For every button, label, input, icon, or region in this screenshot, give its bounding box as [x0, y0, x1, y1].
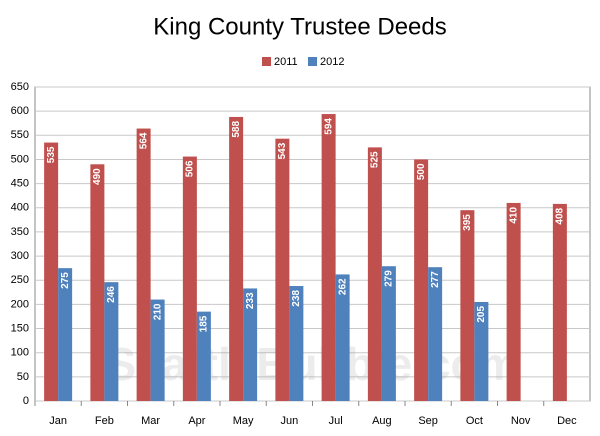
value-label: 564: [138, 132, 149, 149]
x-tick-label: Feb: [95, 415, 114, 427]
bar: [243, 288, 258, 401]
bar: [321, 114, 336, 401]
legend-swatch: [262, 57, 271, 66]
value-label: 395: [462, 214, 473, 231]
bar: [335, 274, 350, 401]
x-tick-label: Jun: [281, 415, 299, 427]
value-label: 277: [430, 271, 441, 288]
x-tick-label: Oct: [466, 415, 483, 427]
value-label: 594: [323, 118, 334, 135]
x-tick-label: Nov: [511, 415, 531, 427]
value-label: 262: [337, 278, 348, 295]
bar: [58, 268, 73, 401]
value-label: 490: [92, 168, 103, 185]
x-tick-label: May: [233, 415, 254, 427]
y-tick-label: 450: [11, 178, 29, 190]
bar: [552, 203, 567, 401]
value-label: 279: [384, 270, 395, 287]
bar: [182, 156, 197, 401]
legend-label: 2012: [320, 56, 344, 68]
y-tick-label: 400: [11, 202, 29, 214]
bar: [90, 164, 105, 401]
bar: [136, 128, 151, 401]
x-tick-label: Sep: [418, 415, 438, 427]
bar: [414, 159, 429, 401]
value-label: 275: [60, 272, 71, 289]
bar: [289, 286, 304, 401]
y-tick-label: 250: [11, 274, 29, 286]
legend-swatch: [308, 57, 317, 66]
bar: [104, 282, 119, 401]
y-tick-label: 300: [11, 250, 29, 262]
value-label: 506: [185, 160, 196, 177]
y-tick-label: 500: [11, 153, 29, 165]
value-label: 500: [416, 163, 427, 180]
chart-title: King County Trustee Deeds: [153, 13, 447, 40]
value-label: 408: [555, 207, 566, 224]
value-label: 588: [231, 121, 242, 138]
bar: [474, 301, 489, 401]
y-tick-label: 550: [11, 129, 29, 141]
value-label: 535: [46, 146, 57, 163]
bar: [229, 116, 244, 401]
y-tick-label: 0: [23, 395, 29, 407]
bar: [367, 147, 382, 401]
bar: [150, 299, 165, 401]
y-tick-label: 150: [11, 322, 29, 334]
value-label: 543: [277, 142, 288, 159]
y-tick-label: 600: [11, 105, 29, 117]
x-tick-label: Jul: [329, 415, 343, 427]
value-label: 233: [245, 292, 256, 309]
bar: [196, 311, 211, 401]
value-label: 410: [508, 207, 519, 224]
x-tick-label: Apr: [188, 415, 205, 427]
y-tick-label: 200: [11, 298, 29, 310]
bar: [460, 210, 475, 401]
legend-label: 2011: [274, 56, 298, 68]
y-tick-label: 50: [17, 371, 29, 383]
value-label: 246: [106, 286, 117, 303]
y-tick-label: 350: [11, 226, 29, 238]
y-tick-label: 650: [11, 81, 29, 93]
x-tick-label: Aug: [372, 415, 392, 427]
bar: [275, 138, 290, 402]
value-label: 205: [476, 306, 487, 323]
value-label: 210: [152, 303, 163, 320]
x-tick-label: Mar: [141, 415, 160, 427]
value-label: 525: [370, 151, 381, 168]
bar: [381, 266, 396, 401]
bar: [428, 267, 443, 401]
x-tick-label: Jan: [49, 415, 67, 427]
value-label: 185: [199, 315, 210, 332]
x-tick-label: Dec: [557, 415, 577, 427]
value-label: 238: [291, 290, 302, 307]
bar: [506, 202, 521, 401]
bar: [44, 142, 59, 402]
watermark: SeattleBubble.com: [105, 338, 519, 390]
y-tick-label: 100: [11, 347, 29, 359]
plot-area: [34, 86, 591, 402]
